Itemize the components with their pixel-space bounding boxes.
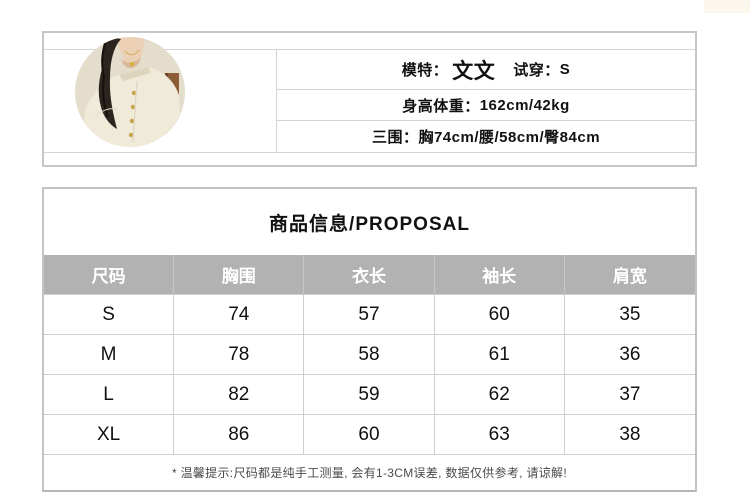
height-weight-label: 身高体重： xyxy=(402,97,480,115)
cell-bust: 78 xyxy=(174,335,305,374)
table-row-l: L 82 59 62 37 xyxy=(44,374,695,414)
measurements-row: 三围： 胸74cm/腰/58cm/臀84cm xyxy=(277,121,695,152)
size-chart-header-row: 尺码 胸围 衣长 袖长 肩宽 xyxy=(44,255,695,294)
cell-sleeve: 61 xyxy=(435,335,565,374)
model-name: 文文 xyxy=(452,59,496,83)
cell-length: 59 xyxy=(304,375,435,414)
cell-size: S xyxy=(44,295,175,334)
header-bust: 胸围 xyxy=(174,255,305,294)
model-photo-illustration xyxy=(75,37,185,147)
table-row-xl: XL 86 60 63 38 xyxy=(44,414,695,454)
fit-value: S xyxy=(559,61,571,78)
model-info-spacer-top xyxy=(44,33,695,50)
page-corner-decor xyxy=(704,0,750,13)
header-length: 衣长 xyxy=(304,255,435,294)
cell-bust: 74 xyxy=(174,295,305,334)
model-photo-cell xyxy=(44,37,277,152)
cell-size: M xyxy=(44,335,175,374)
model-info-spacer-bottom xyxy=(44,152,695,165)
height-weight-value: 162cm/42kg xyxy=(479,96,570,114)
cell-length: 57 xyxy=(304,295,435,334)
fit-label: 试穿： xyxy=(513,62,560,79)
cell-size: L xyxy=(44,375,175,414)
cell-shoulder: 37 xyxy=(619,383,641,405)
header-sleeve: 袖长 xyxy=(435,255,565,294)
cell-shoulder: 38 xyxy=(619,423,641,445)
height-weight-row: 身高体重： 162cm/42kg xyxy=(277,90,695,121)
cell-bust: 82 xyxy=(174,375,305,414)
model-label: 模特： xyxy=(401,62,449,79)
cell-size: XL xyxy=(44,415,175,454)
model-photo xyxy=(75,37,185,147)
cell-length: 58 xyxy=(304,335,435,374)
cell-sleeve: 63 xyxy=(435,415,565,454)
header-size: 尺码 xyxy=(44,255,175,294)
measurements-label: 三围： xyxy=(371,129,419,146)
cell-length: 60 xyxy=(304,415,435,454)
size-chart-title: 商品信息/PROPOSAL xyxy=(269,213,470,235)
cell-shoulder: 35 xyxy=(619,303,641,325)
size-chart-note: * 温馨提示:尺码都是纯手工测量, 会有1-3CM误差, 数据仅供参考, 请谅解… xyxy=(44,454,695,490)
size-chart-table: 商品信息/PROPOSAL 尺码 胸围 衣长 袖长 肩宽 S 74 57 60 … xyxy=(42,187,697,492)
cell-bust: 86 xyxy=(174,415,305,454)
model-info-table: 模特： 文文 试穿： S 身高体重： 162cm/42kg 三围： 胸74cm/腰/58c… xyxy=(42,31,697,167)
table-row-s: S 74 57 60 35 xyxy=(44,294,695,334)
header-shoulder: 肩宽 xyxy=(612,267,647,286)
cell-sleeve: 60 xyxy=(435,295,565,334)
cell-sleeve: 62 xyxy=(435,375,565,414)
model-name-row: 模特： 文文 试穿： S xyxy=(277,50,695,90)
measurements-value: 胸74cm/腰/58cm/臀84cm xyxy=(418,129,601,146)
table-row-m: M 78 58 61 36 xyxy=(44,334,695,374)
cell-shoulder: 36 xyxy=(619,343,641,365)
